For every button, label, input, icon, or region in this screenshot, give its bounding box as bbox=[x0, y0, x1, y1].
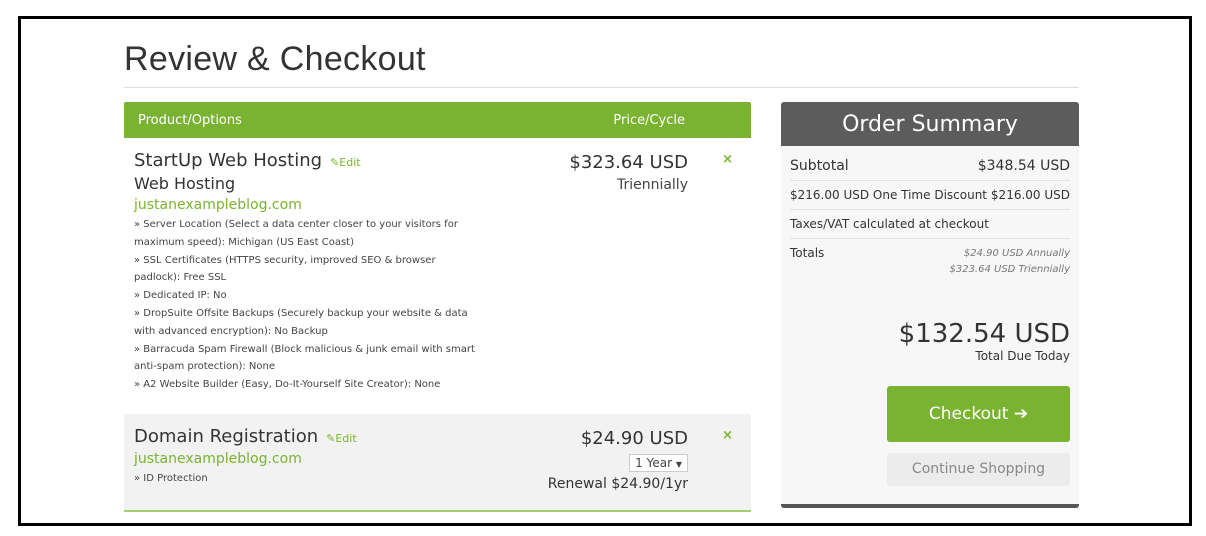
price-amount: $24.90 USD bbox=[580, 428, 688, 449]
edit-link[interactable]: ✎Edit bbox=[330, 156, 361, 169]
caret-down-icon: ▼ bbox=[675, 460, 682, 469]
pencil-icon: ✎ bbox=[330, 156, 340, 169]
arrow-right-icon: ➔ bbox=[1013, 404, 1029, 424]
cart-table: Product/Options Price/Cycle StartUp Web … bbox=[124, 102, 751, 512]
product-domain: justanexampleblog.com bbox=[134, 197, 302, 213]
remove-icon[interactable]: × bbox=[722, 428, 733, 443]
continue-shopping-button[interactable]: Continue Shopping bbox=[887, 453, 1070, 486]
billing-cycle: Triennially bbox=[616, 177, 688, 193]
option: » ID Protection bbox=[134, 473, 208, 484]
total-due-label: Total Due Today bbox=[975, 349, 1070, 363]
total-due: $132.54 USD bbox=[898, 319, 1070, 349]
product-name: StartUp Web Hosting bbox=[134, 150, 323, 171]
cart-item-hosting: StartUp Web Hosting ✎Edit Web Hosting jus… bbox=[124, 138, 751, 414]
subtotal-row: Subtotal $348.54 USD bbox=[790, 146, 1070, 181]
col-price: Price/Cycle bbox=[613, 112, 685, 128]
pencil-icon: ✎ bbox=[326, 432, 336, 445]
order-summary: Order Summary Subtotal $348.54 USD $216.0… bbox=[781, 102, 1079, 508]
col-product: Product/Options bbox=[138, 112, 242, 128]
option: » Barracuda Spam Firewall (Block malicio… bbox=[134, 343, 475, 373]
product-options: » Server Location (Select a data center … bbox=[134, 216, 479, 394]
product-domain: justanexampleblog.com bbox=[134, 451, 302, 467]
item-price: $24.90 USD 1 Year ▼ Renewal $24.90/1yr bbox=[548, 428, 688, 492]
option: » SSL Certificates (HTTPS security, impr… bbox=[134, 254, 436, 284]
item-price: $323.64 USD Triennially bbox=[569, 152, 688, 193]
totals-row: Totals $24.90 USD Annually $323.64 USD Tri… bbox=[790, 246, 1070, 275]
price-amount: $323.64 USD bbox=[569, 152, 688, 173]
page-title: Review & Checkout bbox=[124, 40, 426, 78]
edit-link[interactable]: ✎Edit bbox=[326, 432, 357, 445]
product-group: Web Hosting bbox=[134, 174, 236, 193]
discount-row: $216.00 USD One Time Discount $216.00 USD bbox=[790, 181, 1070, 210]
renewal-price: Renewal $24.90/1yr bbox=[547, 476, 688, 492]
option: » Server Location (Select a data center … bbox=[134, 219, 458, 248]
option: » Dedicated IP: No bbox=[134, 290, 227, 302]
summary-title: Order Summary bbox=[781, 102, 1079, 146]
taxes-note: Taxes/VAT calculated at checkout bbox=[790, 210, 1070, 239]
option: » DropSuite Offsite Backups (Securely ba… bbox=[134, 307, 468, 337]
period-select[interactable]: 1 Year ▼ bbox=[629, 454, 688, 472]
option: » A2 Website Builder (Easy, Do-It-Yourse… bbox=[134, 379, 441, 391]
product-name: Domain Registration bbox=[134, 426, 319, 447]
divider bbox=[124, 87, 1079, 88]
remove-icon[interactable]: × bbox=[722, 152, 733, 167]
cart-item-domain: Domain Registration ✎Edit justanexamplebl… bbox=[124, 414, 751, 512]
table-header: Product/Options Price/Cycle bbox=[124, 102, 751, 138]
checkout-button[interactable]: Checkout ➔ bbox=[887, 386, 1070, 442]
